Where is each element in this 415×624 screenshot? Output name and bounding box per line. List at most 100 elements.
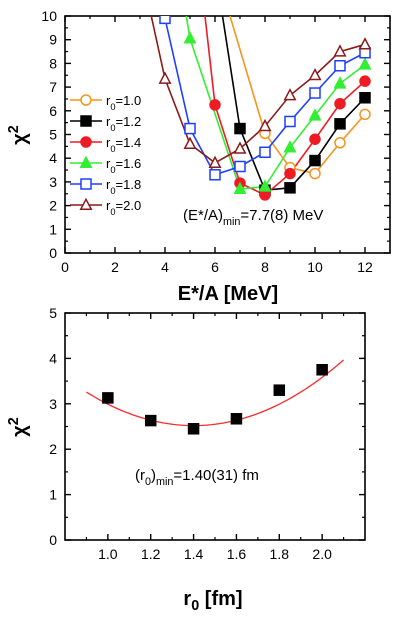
y-tick-label: 10 xyxy=(41,8,57,24)
legend-marker xyxy=(80,178,92,190)
data-point xyxy=(309,167,321,180)
legend-label: r0=1.4 xyxy=(106,135,141,154)
data-point xyxy=(183,31,197,44)
annotation: (r0)min=1.40(31) fm xyxy=(135,467,259,488)
x-axis-label: E*/A [MeV] xyxy=(178,283,278,305)
data-point xyxy=(284,167,296,180)
x-tick-label: 1.2 xyxy=(141,546,161,562)
legend-label: r0=1.6 xyxy=(106,156,141,175)
data-point xyxy=(284,115,296,128)
data-point xyxy=(187,423,200,435)
legend-marker xyxy=(79,155,93,169)
data-point xyxy=(233,141,247,154)
data-point xyxy=(233,181,247,195)
series-line-r0=1.0 xyxy=(229,16,366,175)
series-line-r0=1.6 xyxy=(185,16,366,190)
data-point xyxy=(183,136,197,150)
data-point xyxy=(258,179,272,192)
data-point xyxy=(258,118,272,132)
data-point xyxy=(334,60,346,72)
x-tick-label: 10 xyxy=(307,259,323,275)
data-point xyxy=(259,146,271,159)
data-point xyxy=(184,122,196,135)
y-tick-label: 1 xyxy=(49,487,57,503)
x-tick-label: 6 xyxy=(211,259,219,275)
y-tick-label: 4 xyxy=(49,350,57,366)
plot-area xyxy=(150,16,372,201)
y-tick-label: 3 xyxy=(49,174,57,190)
y-tick-label: 6 xyxy=(49,103,57,119)
fit-curve xyxy=(86,359,344,427)
legend-label: r0=2.0 xyxy=(106,198,141,217)
data-point xyxy=(283,88,297,101)
legend-label: r0=1.2 xyxy=(106,114,141,133)
data-point xyxy=(309,154,321,167)
legend-label: r0=1.0 xyxy=(106,93,141,112)
x-tick-label: 0 xyxy=(61,259,69,275)
y-tick-label: 5 xyxy=(49,127,57,143)
data-point xyxy=(102,392,114,404)
y-axis-label: χ2 xyxy=(6,417,31,437)
x-tick-label: 2.0 xyxy=(312,546,332,562)
data-point xyxy=(273,384,286,396)
y-tick-label: 5 xyxy=(49,305,57,321)
legend-label: r0=1.8 xyxy=(106,177,141,196)
y-tick-label: 0 xyxy=(49,532,57,548)
legend-marker xyxy=(80,94,92,106)
data-point xyxy=(208,155,222,168)
data-point xyxy=(334,118,346,130)
data-point xyxy=(359,92,371,104)
y-tick-label: 3 xyxy=(49,396,57,412)
data-point xyxy=(333,76,347,89)
y-tick-label: 2 xyxy=(49,441,57,457)
x-axis-label: r0 [fm] xyxy=(183,588,242,614)
annotation: (E*/A)min=7.7(8) MeV xyxy=(183,207,323,228)
data-point xyxy=(334,97,346,110)
legend-marker xyxy=(80,136,92,148)
data-point xyxy=(159,16,171,25)
data-point xyxy=(284,182,296,194)
data-point xyxy=(308,67,322,81)
y-tick-label: 9 xyxy=(49,32,57,48)
x-tick-label: 1.4 xyxy=(184,546,204,562)
data-point xyxy=(234,122,246,135)
data-point xyxy=(308,108,322,121)
legend-marker xyxy=(80,115,92,127)
data-point xyxy=(309,133,321,145)
y-axis-label: χ2 xyxy=(6,125,31,145)
x-tick-label: 2 xyxy=(111,259,119,275)
data-point xyxy=(358,37,372,50)
series-line-r0=2.0 xyxy=(150,16,366,164)
data-point xyxy=(209,99,221,111)
x-tick-label: 4 xyxy=(161,259,169,275)
data-point xyxy=(158,71,172,84)
y-tick-label: 1 xyxy=(49,221,57,237)
data-point xyxy=(316,364,328,376)
data-point xyxy=(309,87,321,99)
series-line-r0=1.4 xyxy=(204,16,366,196)
y-tick-label: 8 xyxy=(49,55,57,71)
plot-area xyxy=(86,359,344,435)
plot-frame xyxy=(64,312,366,541)
data-point xyxy=(358,57,372,70)
top-panel-energy-scan: 0 2 4 6 8 10 12012345678910r0=1.0r0=1.2r0=1.4r… xyxy=(6,8,391,305)
y-tick-label: 0 xyxy=(49,245,57,261)
data-point xyxy=(283,140,297,153)
y-tick-label: 2 xyxy=(49,198,57,214)
data-point xyxy=(333,44,347,57)
legend-marker xyxy=(79,197,93,211)
data-point xyxy=(359,75,371,87)
x-tick-label: 1.6 xyxy=(227,546,247,562)
legend: r0=1.0 r0=1.2 r0=1.4 r0=1.6 r0=1.8 r0=2.0 xyxy=(70,93,141,217)
x-tick-label: 1.0 xyxy=(98,546,118,562)
data-point xyxy=(234,160,246,173)
data-point xyxy=(230,413,243,425)
y-tick-label: 4 xyxy=(49,150,57,166)
data-point xyxy=(334,137,346,149)
x-tick-label: 12 xyxy=(357,259,373,275)
data-point xyxy=(144,414,157,427)
data-point xyxy=(359,108,371,121)
y-tick-label: 7 xyxy=(49,79,57,95)
bottom-panel-radius-scan: 1.0 1.2 1.4 1.6 1.8 2.0 0 1 2 3 4 5 (r0)min=1.40(31)… xyxy=(6,305,366,614)
